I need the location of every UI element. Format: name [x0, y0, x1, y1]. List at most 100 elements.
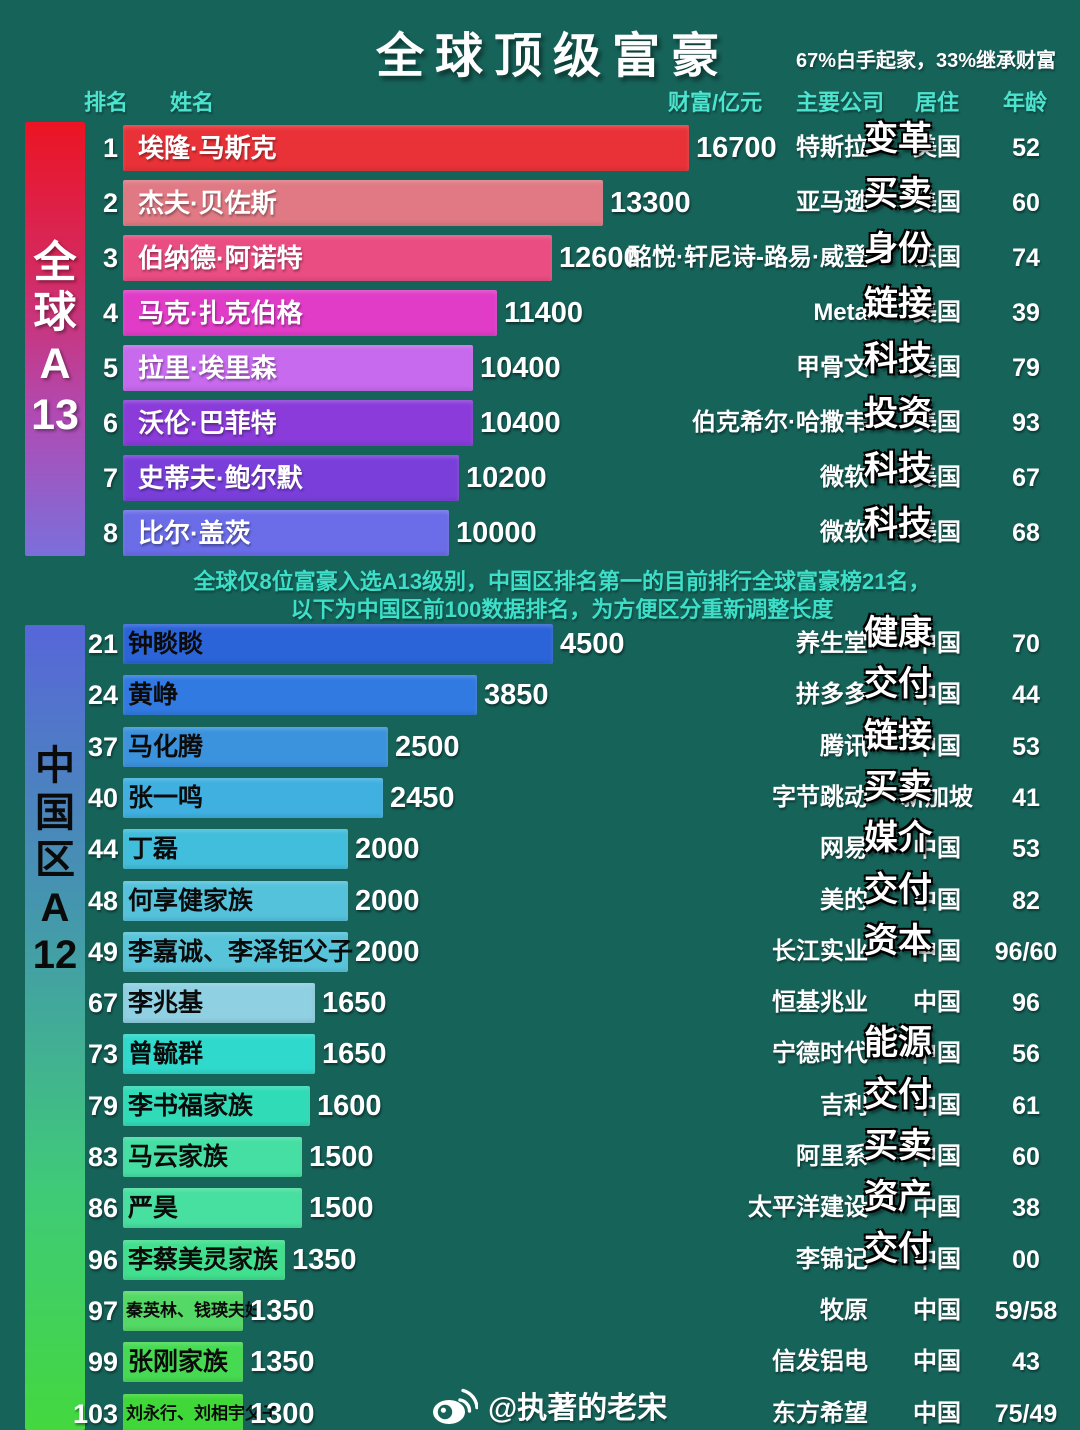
- wealth-bar: 丁磊: [123, 829, 348, 870]
- chart-row: 103 刘永行、刘相宇父子 1300 东方希望 中国 75/49: [0, 1393, 1080, 1430]
- rank-label: 79: [87, 1090, 118, 1121]
- wealth-bar: 李兆基: [123, 983, 315, 1024]
- wealth-value: 1350: [292, 1243, 357, 1276]
- category-tag: 买卖: [864, 1127, 932, 1165]
- company-label: 长江实业: [772, 937, 868, 965]
- residence-label: 美国: [913, 134, 961, 161]
- rank-label: 44: [87, 834, 118, 865]
- wealth-bar: 何享健家族: [123, 880, 348, 921]
- company-label: 拼多多: [796, 681, 868, 709]
- residence-label: 中国: [913, 1245, 961, 1273]
- company-label: Meta: [813, 299, 868, 326]
- person-name: 李蔡美灵家族: [128, 1245, 279, 1274]
- wealth-bar: 马克·扎克伯格: [123, 290, 497, 336]
- chart-row: 7 史蒂夫·鲍尔默 10200 科技 微软 美国 67: [0, 450, 1080, 501]
- wealth-bar: 马化腾: [123, 726, 388, 767]
- person-name: 埃隆·马斯克: [138, 133, 277, 163]
- chart-row: 99 张刚家族 1350 信发铝电 中国 43: [0, 1342, 1080, 1383]
- section-label-global-a13: 全球 A 13: [25, 122, 85, 556]
- person-name: 李兆基: [128, 989, 204, 1018]
- residence-label: 美国: [913, 464, 961, 491]
- residence-label: 美国: [913, 299, 961, 326]
- category-tag: 交付: [864, 1075, 932, 1114]
- rank-label: 97: [87, 1295, 118, 1326]
- rank-label: 86: [87, 1193, 118, 1224]
- person-name: 李书福家族: [128, 1091, 254, 1120]
- wealth-bar: 李书福家族: [123, 1085, 310, 1126]
- age-label: 70: [1012, 630, 1040, 658]
- wealth-bar: 黄峥: [123, 675, 477, 716]
- sidebar-char: 全: [33, 238, 77, 287]
- age-label: 96: [1012, 989, 1040, 1018]
- wealth-value: 1500: [309, 1192, 374, 1225]
- wealth-value: 16700: [696, 132, 777, 164]
- rank-label: 5: [102, 353, 118, 383]
- company-label: 吉利: [820, 1091, 868, 1119]
- wealth-value: 10400: [480, 352, 561, 384]
- chart-row: 96 李蔡美灵家族 1350 交付 李锦记 中国 00: [0, 1230, 1080, 1280]
- watermark: @执著的老宋: [432, 1383, 667, 1427]
- residence-label: 美国: [913, 189, 961, 216]
- wealth-value: 12600: [559, 242, 640, 274]
- wealth-value: 1600: [317, 1089, 382, 1122]
- wealth-value: 4500: [560, 628, 625, 660]
- age-label: 82: [1012, 886, 1040, 915]
- person-name: 史蒂夫·鲍尔默: [138, 463, 303, 493]
- category-tag: 科技: [864, 505, 932, 543]
- company-label: 微软: [820, 519, 868, 546]
- rank-label: 73: [87, 1039, 118, 1070]
- chart-row: 48 何享健家族 2000 交付 美的 中国 82: [0, 871, 1080, 921]
- category-tag: 资本: [864, 921, 932, 960]
- person-name: 沃伦·巴菲特: [138, 408, 277, 438]
- residence-label: 中国: [913, 937, 961, 965]
- wealth-value: 11400: [504, 297, 584, 329]
- rank-label: 67: [87, 988, 118, 1019]
- company-label: 牧原: [820, 1296, 868, 1324]
- age-label: 56: [1012, 1040, 1040, 1069]
- chart-row: 97 秦英林、钱瑛夫妇 1350 牧原 中国 59/58: [0, 1290, 1080, 1331]
- company-label: 亚马逊: [796, 189, 868, 216]
- residence-label: 中国: [913, 630, 961, 657]
- rank-label: 8: [102, 518, 118, 548]
- chart-row: 44 丁磊 2000 媒介 网易 中国 53: [0, 819, 1080, 870]
- person-name: 张一鸣: [128, 783, 204, 812]
- rank-label: 40: [87, 782, 118, 813]
- wealth-value: 10400: [480, 407, 561, 439]
- residence-label: 中国: [913, 1040, 961, 1068]
- wealth-value: 1300: [250, 1397, 315, 1430]
- wealth-bar: 张一鸣: [123, 777, 383, 818]
- age-label: 59/58: [994, 1296, 1058, 1325]
- company-label: 养生堂: [796, 630, 868, 657]
- company-label: 东方希望: [772, 1399, 868, 1427]
- category-tag: 交付: [864, 1229, 932, 1268]
- wealth-bar: 比尔·盖茨: [123, 510, 449, 556]
- wealth-bar: 李嘉诚、李泽钜父子: [123, 931, 353, 972]
- age-label: 39: [1012, 299, 1040, 327]
- residence-label: 中国: [913, 989, 961, 1017]
- column-header-age: 年龄: [1003, 90, 1048, 115]
- wealth-value: 2450: [390, 781, 455, 814]
- company-label: 宁德时代: [772, 1040, 868, 1068]
- section-label-china-a12: 中国区 A 12: [25, 625, 85, 1430]
- company-label: 甲骨文: [796, 354, 868, 381]
- category-tag: 资产: [864, 1178, 932, 1217]
- wealth-bar: 钟睒睒: [123, 624, 553, 664]
- wealth-value: 1650: [322, 1038, 387, 1071]
- company-label: 信发铝电: [772, 1348, 868, 1376]
- category-tag: 科技: [864, 450, 932, 488]
- wealth-bar: 刘永行、刘相宇父子: [123, 1393, 279, 1430]
- wealth-bar: 严昊: [123, 1188, 302, 1229]
- residence-label: 中国: [913, 835, 961, 863]
- residence-label: 美国: [913, 519, 961, 546]
- wealth-bar: 伯纳德·阿诺特: [123, 235, 552, 281]
- age-label: 68: [1012, 519, 1040, 547]
- person-name: 马化腾: [128, 732, 204, 761]
- rank-label: 7: [102, 463, 118, 493]
- person-name: 比尔·盖茨: [138, 518, 251, 548]
- sidebar-char: 国: [35, 791, 75, 836]
- category-tag: 交付: [864, 870, 932, 909]
- rank-label: 37: [87, 731, 118, 762]
- wealth-bar: 拉里·埃里森: [123, 345, 473, 391]
- residence-label: 中国: [913, 681, 961, 709]
- company-label: 李锦记: [796, 1245, 868, 1273]
